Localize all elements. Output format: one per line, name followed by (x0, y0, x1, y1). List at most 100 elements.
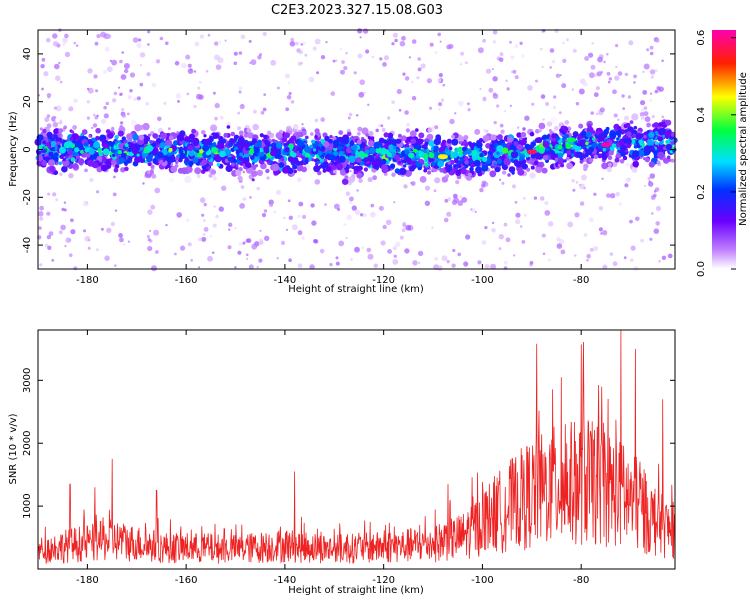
heatmap-cell (524, 143, 531, 150)
heatmap-speckle (449, 118, 455, 125)
heatmap-cell (68, 173, 74, 179)
heatmap-speckle (106, 227, 112, 233)
heatmap-cell (95, 135, 100, 141)
heatmap-speckle (639, 112, 645, 117)
heatmap-speckle (527, 85, 533, 91)
heatmap-speckle (110, 126, 115, 131)
heatmap-speckle (241, 197, 246, 201)
heatmap-speckle (458, 100, 464, 107)
heatmap-speckle (187, 242, 192, 247)
heatmap-cell (667, 158, 672, 163)
heatmap-speckle (556, 243, 563, 249)
heatmap-speckle (215, 64, 222, 70)
heatmap-cell (188, 150, 195, 157)
heatmap-cell (526, 167, 531, 172)
heatmap-speckle (297, 214, 301, 218)
heatmap-cell (201, 130, 206, 135)
heatmap-cell (251, 178, 255, 182)
heatmap-speckle (509, 104, 512, 107)
heatmap-speckle (259, 229, 262, 232)
heatmap-cell (513, 141, 519, 146)
heatmap-cell (47, 134, 52, 140)
heatmap-cell (338, 150, 344, 157)
heatmap-speckle (617, 71, 623, 76)
heatmap-cell (552, 138, 556, 142)
heatmap-speckle (401, 228, 406, 233)
heatmap-speckle (481, 240, 487, 245)
heatmap-cell (516, 132, 522, 138)
heatmap-speckle (119, 59, 123, 64)
heatmap-cell (381, 127, 386, 132)
heatmap-cell (367, 140, 375, 147)
heatmap-speckle (395, 241, 401, 248)
heatmap-cell (376, 149, 380, 154)
heatmap-speckle (302, 214, 307, 219)
heatmap-cell (640, 115, 645, 120)
heatmap-cell (451, 151, 459, 159)
heatmap-peak (526, 149, 537, 155)
heatmap-speckle (96, 34, 101, 39)
heatmap-speckle (357, 28, 363, 34)
heatmap-cell (469, 143, 474, 149)
heatmap-speckle (609, 252, 614, 256)
heatmap-speckle (655, 205, 662, 211)
heatmap-cell (368, 130, 374, 137)
heatmap-cell (209, 142, 213, 146)
heatmap-cell (338, 130, 344, 136)
heatmap-speckle (426, 78, 432, 84)
heatmap-speckle (649, 45, 654, 50)
heatmap-cell (356, 139, 362, 145)
heatmap-cell (206, 166, 210, 170)
heatmap-speckle (354, 246, 360, 253)
heatmap-speckle (64, 33, 69, 39)
heatmap-cell (111, 159, 117, 165)
heatmap-speckle (177, 100, 180, 103)
heatmap-speckle (575, 102, 580, 106)
heatmap-speckle (447, 197, 452, 201)
heatmap-speckle (345, 236, 348, 240)
x-tick-label: -100 (471, 575, 494, 586)
heatmap-cell (61, 165, 68, 173)
heatmap-speckle (393, 254, 397, 258)
heatmap-cell (304, 146, 311, 153)
heatmap-speckle (198, 237, 202, 242)
heatmap-speckle (410, 80, 414, 84)
heatmap-speckle (391, 172, 396, 177)
heatmap-cell (381, 164, 388, 171)
heatmap-speckle (165, 223, 168, 227)
heatmap-cell (622, 155, 628, 161)
heatmap-cell (152, 133, 158, 139)
heatmap-cell (205, 151, 211, 156)
heatmap-speckle (263, 93, 267, 96)
heatmap-speckle (457, 200, 464, 206)
heatmap-speckle (73, 266, 78, 271)
heatmap-cell (399, 119, 407, 127)
heatmap-speckle (467, 102, 470, 106)
heatmap-cell (150, 164, 155, 169)
heatmap-cell (238, 130, 244, 136)
heatmap-speckle (52, 33, 58, 39)
heatmap-speckle (329, 263, 333, 267)
heatmap-cell (313, 165, 321, 173)
x-tick-label: -160 (175, 275, 198, 286)
heatmap-cell (284, 146, 290, 153)
heatmap-cell (184, 157, 189, 162)
heatmap-speckle (297, 61, 302, 66)
heatmap-speckle (491, 68, 494, 71)
heatmap-speckle (481, 180, 487, 186)
heatmap-speckle (562, 58, 567, 64)
heatmap-speckle (654, 69, 658, 73)
heatmap-cell (296, 164, 304, 172)
heatmap-cell (235, 166, 239, 170)
heatmap-speckle (510, 55, 515, 60)
heatmap-cell (65, 155, 69, 159)
heatmap-cell (478, 138, 483, 143)
heatmap-speckle (382, 224, 387, 230)
heatmap-speckle (175, 93, 182, 99)
heatmap-speckle (266, 130, 272, 135)
heatmap-cell (179, 146, 183, 150)
heatmap-speckle (512, 69, 517, 74)
heatmap-cell (419, 176, 427, 183)
heatmap-speckle (548, 258, 551, 262)
heatmap-cell (571, 153, 576, 158)
